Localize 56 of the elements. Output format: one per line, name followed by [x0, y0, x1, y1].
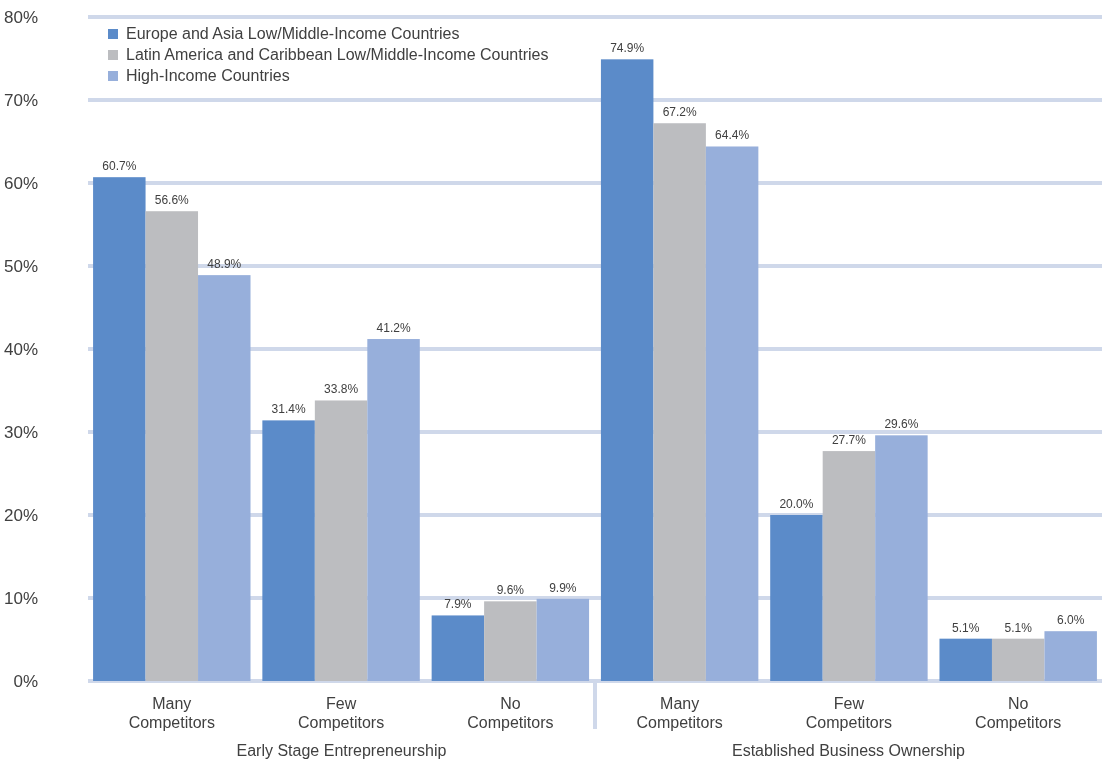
data-label: 56.6%: [154, 193, 190, 208]
bar: [536, 598, 590, 681]
y-tick-label: 60%: [3, 174, 38, 193]
bar: [1044, 631, 1097, 681]
x-tick-label: Few Competitors: [805, 695, 893, 731]
y-tick-label: 30%: [3, 423, 38, 442]
y-tick-label: 0%: [13, 672, 38, 691]
legend-label: High-Income Countries: [126, 67, 290, 84]
bar: [600, 59, 654, 681]
x-tick-label: Many Competitors: [636, 695, 723, 731]
data-label: 5.1%: [1004, 620, 1033, 635]
x-tick-label: No Competitors: [975, 695, 1062, 731]
data-label: 74.9%: [610, 41, 645, 56]
y-tick-label: 70%: [3, 91, 38, 110]
bar: [431, 615, 485, 681]
data-label: 33.8%: [324, 382, 359, 397]
bar: [367, 339, 420, 681]
bar: [875, 435, 928, 681]
text: Early Stage Entrepreneurship: [236, 742, 447, 759]
bar: [653, 123, 706, 681]
bar: [822, 451, 876, 681]
bar: [991, 638, 1045, 681]
y-tick-label: 50%: [3, 257, 38, 276]
bar: [262, 420, 315, 681]
data-label: 5.1%: [952, 620, 980, 635]
bar: [145, 211, 199, 681]
legend-label: Latin America and Caribbean Low/Middle-Income Countries: [126, 46, 549, 63]
data-label: 27.7%: [831, 433, 867, 448]
data-label: 67.2%: [662, 105, 697, 120]
y-tick-label: 20%: [3, 506, 38, 525]
bar: [314, 400, 368, 681]
data-label: 9.9%: [549, 580, 577, 595]
data-label: 64.4%: [715, 128, 750, 143]
data-label: 7.9%: [444, 597, 472, 612]
text: Established Business Ownership: [731, 742, 966, 759]
data-label: 29.6%: [884, 417, 919, 432]
y-tick-label: 40%: [3, 340, 38, 359]
data-label: 6.0%: [1057, 613, 1085, 628]
data-label: 20.0%: [779, 497, 814, 511]
x-tick-label: Many Competitors: [128, 695, 215, 731]
y-tick-label: 10%: [3, 589, 38, 608]
data-label: 60.7%: [102, 159, 137, 174]
data-label: 48.9%: [207, 257, 242, 272]
bar: [770, 515, 823, 681]
legend-label: Europe and Asia Low/Middle-Income Countries: [126, 25, 460, 42]
bar: [93, 177, 146, 681]
bar: [939, 638, 992, 681]
bar: [705, 146, 759, 681]
x-tick-label: Few Competitors: [297, 695, 385, 731]
bar: [484, 601, 537, 681]
bar: [198, 275, 251, 681]
x-tick-label: No Competitors: [467, 695, 554, 731]
y-tick-label: 80%: [3, 8, 38, 27]
data-label: 31.4%: [271, 402, 306, 417]
data-label: 9.6%: [496, 583, 525, 598]
data-label: 41.2%: [376, 321, 411, 336]
